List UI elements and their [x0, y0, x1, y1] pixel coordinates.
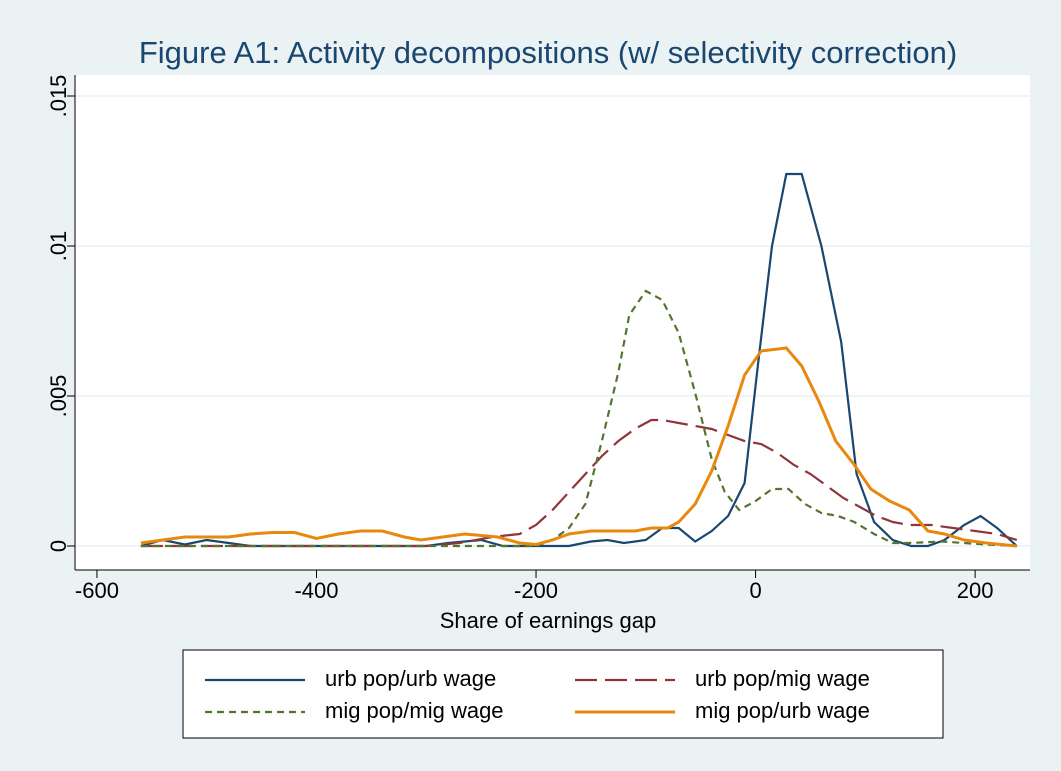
- series-line: [140, 346, 1017, 548]
- legend: [182, 649, 944, 739]
- legend-label: urb pop/mig wage: [695, 666, 870, 691]
- y-tick-label: .015: [46, 75, 71, 118]
- plot-area: [75, 75, 1030, 570]
- legend-label: mig pop/mig wage: [325, 698, 504, 723]
- legend-label: urb pop/urb wage: [325, 666, 496, 691]
- x-axis-label: Share of earnings gap: [440, 608, 657, 633]
- legend-label: mig pop/urb wage: [695, 698, 870, 723]
- y-tick-label: .005: [46, 375, 71, 418]
- x-tick-label: -600: [75, 578, 119, 603]
- x-tick-label: -400: [294, 578, 338, 603]
- y-tick-label: 0: [46, 540, 71, 552]
- chart-title: Figure A1: Activity decompositions (w/ s…: [139, 35, 957, 70]
- x-tick-label: 0: [749, 578, 761, 603]
- y-tick-label: .01: [46, 231, 71, 262]
- series-line: [140, 289, 1017, 548]
- x-tick-label: -200: [514, 578, 558, 603]
- x-tick-label: 200: [957, 578, 994, 603]
- series-line: [140, 418, 1018, 548]
